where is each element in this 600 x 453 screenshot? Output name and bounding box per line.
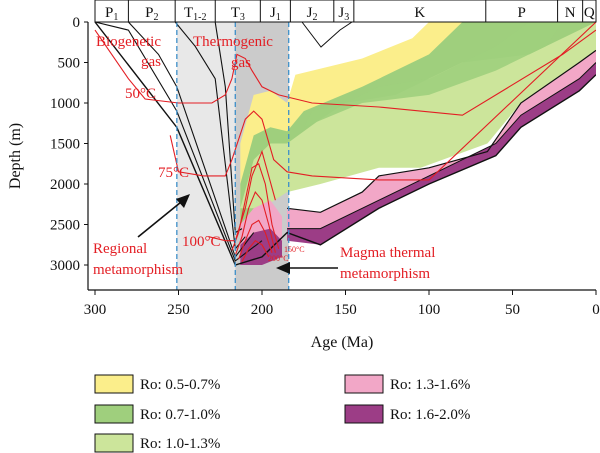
period-label-10: Q	[584, 5, 595, 21]
period-label-5: J2	[307, 5, 318, 23]
regional-arrow	[137, 197, 187, 238]
stratigraphic-column: P1 P2 T1-2 T3 J1 J2 J3 K P N Q	[94, 0, 597, 48]
isotherm-4	[231, 162, 280, 251]
legend-label-4: Ro: 1.3-1.6%	[390, 377, 470, 393]
thermogenic-gas-label-line2: gas	[231, 55, 251, 71]
magma-label-line1: Magma thermal	[340, 245, 435, 261]
y-tick-label-2000: 2000	[50, 177, 80, 193]
magma-label-line2: metamorphism	[340, 266, 430, 282]
isotherm-75-label: 75°C	[158, 165, 189, 181]
x-tick-label-200: 200	[251, 302, 274, 318]
legend-label-5: Ro: 1.6-2.0%	[390, 407, 470, 423]
horizon-outline-2	[287, 49, 596, 213]
legend-swatch-1	[94, 374, 134, 394]
y-tick-label-3000: 3000	[50, 258, 80, 274]
legend-label-1: Ro: 0.5-0.7%	[140, 377, 220, 393]
j2-notch	[301, 21, 353, 48]
legend: Ro: 0.5-0.7% Ro: 0.7-1.0% Ro: 1.0-1.3% Ro: …	[94, 374, 470, 453]
period-label-8: P	[518, 5, 526, 21]
legend-swatch-3	[94, 433, 134, 453]
period-label-6: J3	[338, 5, 349, 23]
x-tick-label-50: 50	[505, 302, 520, 318]
y-tick-label-2500: 2500	[50, 218, 80, 234]
isotherm-100-label: 100°C	[182, 234, 221, 250]
y-tick-label-0: 0	[73, 15, 81, 31]
magma-arrowhead	[276, 262, 290, 274]
ro-maturity-areas	[94, 22, 596, 266]
isotherm-1	[94, 29, 596, 116]
y-tick-label-1000: 1000	[50, 96, 80, 112]
zone-boundaries	[176, 22, 290, 290]
regional-label-line1: Regional	[93, 241, 147, 257]
isotherm-7	[241, 239, 270, 263]
isotherm-200-label: 200°C	[268, 254, 289, 263]
regional-zone	[176, 22, 236, 290]
isotherm-5	[234, 191, 276, 256]
x-tick-label-0: 0	[592, 302, 600, 318]
isotherm-6	[238, 219, 273, 260]
thermogenic-gas-label-line1: Thermogenic	[193, 34, 273, 50]
isotherm-150-label: 150°C	[284, 245, 305, 254]
x-axis-label: Age (Ma)	[311, 334, 374, 351]
ro-area-1.0-1.3	[240, 22, 596, 209]
horizon-outline-3	[287, 62, 596, 230]
x-tick-label-300: 300	[84, 302, 107, 318]
legend-swatch-4	[344, 374, 384, 394]
ro-area-0.7-1.0-upper	[303, 22, 563, 128]
y-axis-label: Depth (m)	[7, 123, 24, 189]
period-label-7: K	[414, 5, 425, 21]
legend-swatch-2	[94, 404, 134, 424]
y-tick-label-1500: 1500	[50, 137, 80, 153]
period-bar	[94, 0, 597, 23]
period-label-4: J1	[270, 5, 281, 23]
legend-swatch-5	[344, 404, 384, 424]
isotherm-3	[208, 149, 276, 242]
legend-label-2: Ro: 0.7-1.0%	[140, 407, 220, 423]
isotherm-50-label: 50°C	[125, 86, 156, 102]
biogenic-gas-label-line1: Biogenetic	[96, 34, 161, 50]
isotherms	[94, 22, 596, 263]
deepest-horizon-outline	[94, 22, 596, 266]
legend-label-3: Ro: 1.0-1.3%	[140, 436, 220, 452]
biogenic-gas-label-line2: gas	[141, 54, 161, 70]
regional-arrowhead	[176, 194, 190, 208]
period-label-9: N	[565, 5, 576, 21]
x-tick-label-150: 150	[334, 302, 357, 318]
isotherm-2	[169, 22, 596, 181]
x-tick-label-100: 100	[418, 302, 441, 318]
x-tick-label-250: 250	[167, 302, 190, 318]
y-tick-label-500: 500	[58, 56, 81, 72]
regional-label-line2: metamorphism	[93, 262, 183, 278]
annotations: Biogenetic gas Thermogenic gas 50°C 75°C…	[93, 34, 435, 282]
